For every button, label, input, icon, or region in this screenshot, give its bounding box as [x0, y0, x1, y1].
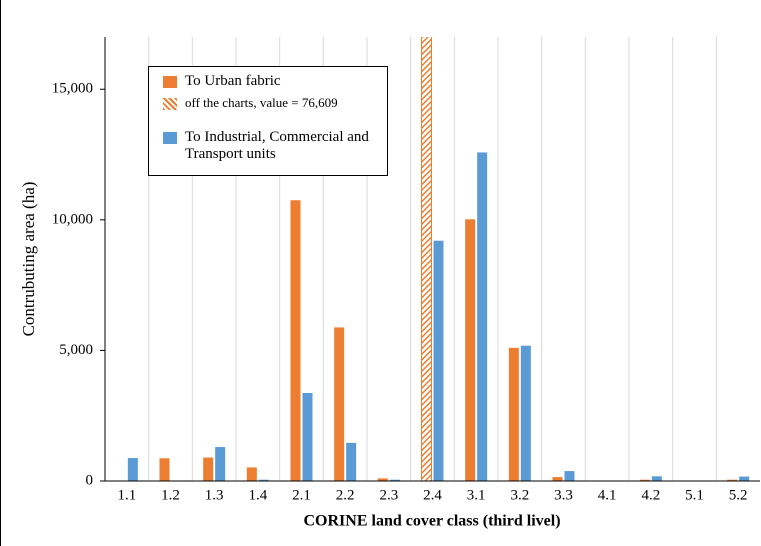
x-tick-label: 4.2 — [641, 487, 660, 503]
bar — [246, 467, 257, 481]
legend-label: To Urban fabric — [185, 73, 281, 89]
bar — [215, 447, 226, 481]
bar — [552, 477, 563, 481]
bar — [159, 458, 170, 481]
bar — [203, 457, 214, 481]
bar — [520, 345, 531, 481]
bar — [739, 476, 750, 481]
x-tick-label: 1.2 — [161, 487, 180, 503]
plot-area — [127, 37, 750, 481]
x-tick-label: 1.1 — [117, 487, 136, 503]
y-axis-label: Contrubuting area (ha) — [19, 182, 38, 337]
legend-item: To Industrial, Commercial and Transport … — [163, 129, 383, 163]
bar — [508, 347, 519, 481]
x-tick-label: 3.1 — [467, 487, 486, 503]
bar — [727, 479, 738, 481]
x-tick-label: 1.4 — [248, 487, 267, 503]
x-tick-label: 3.3 — [554, 487, 573, 503]
x-tick-label: 4.1 — [598, 487, 617, 503]
x-tick-label: 2.4 — [423, 487, 442, 503]
bar — [377, 478, 388, 481]
bar — [258, 479, 269, 481]
y-tick-label: 5,000 — [59, 342, 93, 358]
y-tick-label: 15,000 — [52, 81, 93, 97]
x-tick-label: 5.2 — [729, 487, 748, 503]
y-tick-label: 10,000 — [52, 211, 93, 227]
y-tick-label: 0 — [86, 472, 94, 488]
x-axis-label: CORINE land cover class (third livel) — [303, 513, 560, 530]
bar — [290, 200, 301, 481]
bar — [302, 392, 313, 481]
bar — [465, 219, 476, 481]
legend-swatch — [163, 132, 177, 144]
legend-swatch — [163, 98, 177, 110]
bar — [334, 327, 345, 481]
bar — [433, 240, 444, 481]
legend-swatch — [163, 76, 177, 88]
x-tick-label: 2.1 — [292, 487, 311, 503]
bar — [346, 442, 357, 481]
x-tick-label: 2.3 — [379, 487, 398, 503]
legend: To Urban fabric off the charts, value = … — [148, 66, 388, 176]
bar — [639, 479, 650, 481]
bar — [421, 37, 432, 481]
legend-item: off the charts, value = 76,609 — [163, 95, 338, 111]
bar — [564, 471, 575, 481]
annotation: off the charts, value = 76,609 — [185, 95, 338, 110]
bar — [651, 476, 662, 481]
x-tick-label: 1.3 — [205, 487, 224, 503]
x-tick-label: 3.2 — [510, 487, 529, 503]
legend-item: To Urban fabric — [163, 73, 281, 90]
bar — [477, 152, 488, 481]
legend-label: To Industrial, Commercial and Transport … — [185, 129, 369, 162]
bar — [389, 479, 400, 481]
x-tick-label: 5.1 — [685, 487, 704, 503]
x-tick-label: 2.2 — [336, 487, 355, 503]
bar — [127, 458, 138, 481]
